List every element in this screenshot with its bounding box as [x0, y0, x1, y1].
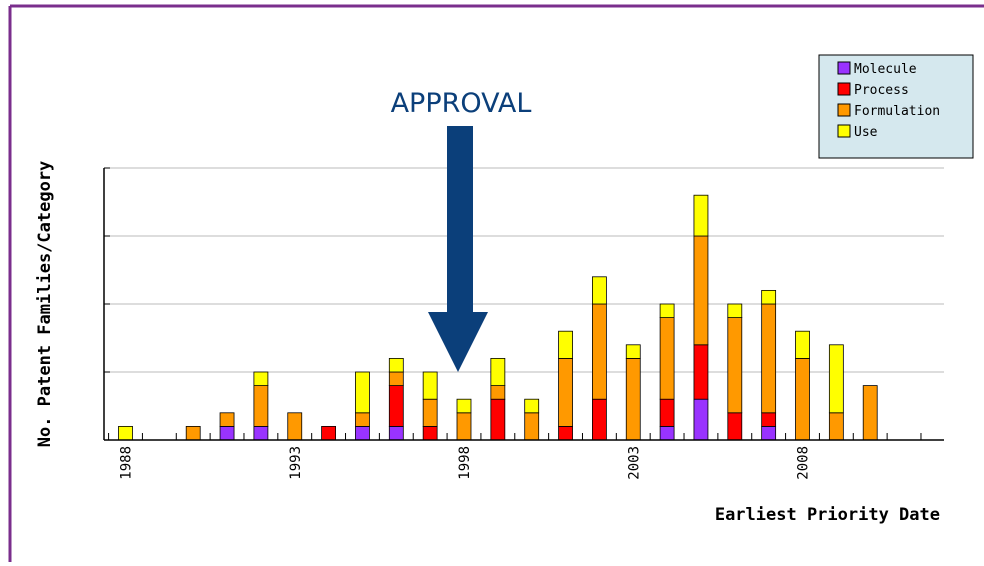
- bar-segment-use-2008: [796, 331, 810, 358]
- bar-segment-molecule-2004: [660, 426, 674, 440]
- bar-segment-molecule-2007: [762, 426, 776, 440]
- x-axis-title: Earliest Priority Date: [715, 505, 940, 525]
- bar-segment-formulation-2003: [626, 358, 640, 440]
- bar-segment-formulation-2002: [592, 304, 606, 399]
- legend-label-formulation: Formulation: [854, 104, 940, 119]
- x-tick-label-2008: 2008: [796, 446, 812, 480]
- legend-label-process: Process: [854, 83, 909, 98]
- legend-label-use: Use: [854, 125, 878, 140]
- x-tick-label-2003: 2003: [626, 446, 642, 480]
- bar-segment-formulation-1995: [355, 413, 369, 427]
- bar-segment-formulation-1992: [254, 386, 268, 427]
- bar-segment-formulation-1990: [186, 426, 200, 440]
- bar-segment-formulation-2004: [660, 318, 674, 400]
- bar-segment-use-1999: [491, 358, 505, 385]
- bar-segment-use-2009: [829, 345, 843, 413]
- bar-segment-use-2001: [559, 331, 573, 358]
- bar-segment-formulation-1998: [457, 413, 471, 440]
- bar-segment-process-1997: [423, 426, 437, 440]
- bar-segment-molecule-1995: [355, 426, 369, 440]
- bar-segment-use-1998: [457, 399, 471, 413]
- bar-segment-formulation-1997: [423, 399, 437, 426]
- x-tick-label-1993: 1993: [288, 446, 304, 480]
- bar-segment-use-1997: [423, 372, 437, 399]
- bar-segment-process-2002: [592, 399, 606, 440]
- legend-swatch-formulation: [838, 104, 850, 116]
- bar-segment-formulation-2010: [863, 386, 877, 440]
- bar-segment-use-1988: [119, 426, 133, 440]
- bar-segment-formulation-1996: [389, 372, 403, 386]
- bar-segment-formulation-2009: [829, 413, 843, 440]
- bar-segment-use-2007: [762, 290, 776, 304]
- legend-label-molecule: Molecule: [854, 62, 917, 77]
- bar-segment-process-2005: [694, 345, 708, 399]
- bar-segment-process-2006: [728, 413, 742, 440]
- x-tick-labels: 1988 1993 1998 2003 2008: [119, 446, 812, 480]
- bar-segment-process-2004: [660, 399, 674, 426]
- bar-segment-molecule-1996: [389, 426, 403, 440]
- bar-segment-formulation-1993: [288, 413, 302, 440]
- legend-swatch-molecule: [838, 62, 850, 74]
- bar-segment-formulation-2008: [796, 358, 810, 440]
- bar-segment-use-2002: [592, 277, 606, 304]
- bar-segment-use-2005: [694, 195, 708, 236]
- bar-segment-use-1992: [254, 372, 268, 386]
- bar-segment-formulation-2007: [762, 304, 776, 413]
- legend-swatch-use: [838, 125, 850, 137]
- bar-segment-formulation-1999: [491, 386, 505, 400]
- bar-segment-process-1996: [389, 386, 403, 427]
- bar-segment-formulation-2006: [728, 318, 742, 413]
- bar-segment-formulation-2000: [525, 413, 539, 440]
- bar-segment-process-1999: [491, 399, 505, 440]
- bar-segment-use-1995: [355, 372, 369, 413]
- bar-segment-use-1996: [389, 358, 403, 372]
- x-tick-label-1988: 1988: [119, 446, 135, 480]
- approval-arrow-icon: [428, 126, 488, 372]
- y-axis-title: No. Patent Families/Category: [35, 161, 55, 448]
- bar-segment-process-2001: [559, 426, 573, 440]
- bar-segment-use-2006: [728, 304, 742, 318]
- bar-segment-process-1994: [322, 426, 336, 440]
- approval-label: APPROVAL: [391, 88, 532, 119]
- bar-segment-molecule-2005: [694, 399, 708, 440]
- bar-segment-molecule-1991: [220, 426, 234, 440]
- bar-segment-use-2003: [626, 345, 640, 359]
- bar-segment-formulation-1991: [220, 413, 234, 427]
- bar-segment-process-2007: [762, 413, 776, 427]
- x-tick-label-1998: 1998: [457, 446, 473, 480]
- bar-segment-use-2000: [525, 399, 539, 413]
- approval-annotation: APPROVAL: [391, 88, 532, 372]
- bar-segment-formulation-2001: [559, 358, 573, 426]
- legend-swatch-process: [838, 83, 850, 95]
- bar-segment-formulation-2005: [694, 236, 708, 345]
- bar-segment-use-2004: [660, 304, 674, 318]
- bars: [119, 195, 878, 440]
- legend: Molecule Process Formulation Use: [819, 55, 973, 158]
- bar-segment-molecule-1992: [254, 426, 268, 440]
- gridlines: [104, 168, 944, 372]
